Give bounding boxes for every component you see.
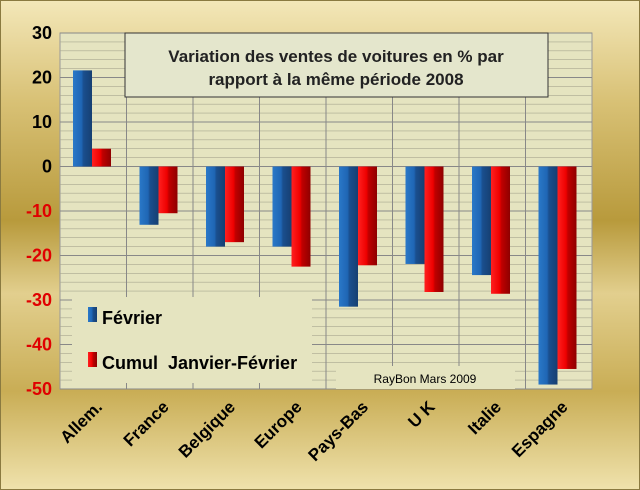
bar-fevrier-uk (405, 166, 425, 264)
chart-title-line-1: Variation des ventes de voitures en % pa… (168, 47, 504, 66)
chart-title-box: Variation des ventes de voitures en % pa… (124, 32, 549, 98)
x-tick-label: Espagne (508, 397, 572, 461)
legend-label-cumul: Cumul Janvier-Février (102, 353, 297, 373)
bar-fevrier-france (139, 166, 159, 225)
bar-fevrier-europe (272, 166, 292, 247)
y-tick-label: 20 (32, 68, 52, 88)
x-tick-label: U K (404, 397, 439, 432)
y-tick-label: 10 (32, 112, 52, 132)
bar-cumul-paysbas (358, 166, 377, 266)
x-tick-label: Europe (251, 397, 306, 452)
y-tick-label: -10 (26, 201, 52, 221)
y-tick-label: -30 (26, 290, 52, 310)
watermark-box: RayBon Mars 2009 (336, 366, 515, 389)
chart-title-line-2: rapport à la même période 2008 (208, 70, 463, 89)
x-tick-label: Belgique (175, 397, 239, 461)
x-tick-label: France (120, 397, 173, 450)
y-tick-label: -20 (26, 246, 52, 266)
bar-cumul-allem (92, 148, 111, 167)
legend: Février Cumul Janvier-Février (72, 297, 312, 383)
x-tick-label: Italie (464, 397, 505, 438)
legend-label-fevrier: Février (102, 308, 162, 328)
bar-fevrier-italie (472, 166, 491, 276)
bar-cumul-france (158, 166, 178, 214)
x-tick-label: Pays-Bas (305, 397, 373, 465)
y-tick-label: -50 (26, 379, 52, 399)
bar-fevrier-espagne (538, 166, 558, 385)
bar-fevrier-paysbas (339, 166, 358, 307)
bar-cumul-europe (291, 166, 311, 267)
bar-cumul-italie (491, 166, 510, 294)
x-tick-label: Allem. (57, 397, 107, 447)
y-tick-label: 0 (42, 157, 52, 177)
bar-fevrier-allem (73, 70, 92, 167)
y-tick-label: -40 (26, 335, 52, 355)
bar-cumul-belgique (225, 166, 244, 243)
bar-cumul-espagne (557, 166, 577, 369)
legend-swatch-cumul (88, 352, 97, 367)
bar-fevrier-belgique (206, 166, 225, 247)
legend-swatch-fevrier (88, 307, 97, 322)
watermark-text: RayBon Mars 2009 (374, 372, 477, 386)
y-tick-label: 30 (32, 23, 52, 43)
bar-cumul-uk (424, 166, 444, 292)
